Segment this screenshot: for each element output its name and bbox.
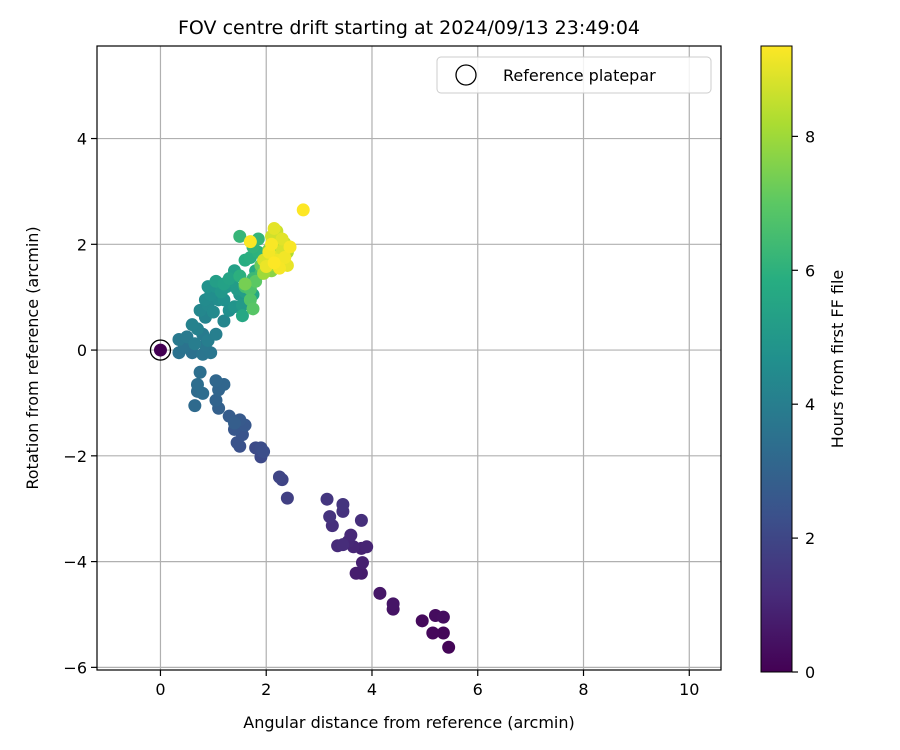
data-point: [206, 305, 220, 319]
data-point: [415, 614, 429, 628]
data-point: [360, 540, 374, 554]
data-point: [267, 256, 281, 270]
data-point: [426, 626, 440, 640]
data-point: [373, 586, 387, 600]
data-point: [349, 566, 363, 580]
colorbar-tick-label: 8: [805, 127, 815, 146]
data-point: [257, 445, 271, 459]
x-axis-ticks: 0 2 4 6 8 10: [155, 670, 699, 699]
x-tick-label: 8: [578, 680, 588, 699]
x-tick-label: 6: [473, 680, 483, 699]
data-point: [209, 393, 223, 407]
data-point: [188, 399, 202, 413]
y-axis-label: Rotation from reference (arcmin): [23, 226, 42, 489]
data-point: [436, 626, 450, 640]
data-point: [267, 221, 281, 235]
y-tick-label: −6: [63, 658, 87, 677]
colorbar-label: Hours from first FF file: [828, 270, 847, 449]
data-point: [336, 497, 350, 511]
data-point: [233, 229, 247, 243]
data-point: [280, 491, 294, 505]
chart-title: FOV centre drift starting at 2024/09/13 …: [178, 17, 640, 39]
data-point: [386, 597, 400, 611]
colorbar-tick-label: 6: [805, 261, 815, 280]
data-point: [344, 528, 358, 542]
colorbar-tick-label: 4: [805, 395, 815, 414]
x-tick-label: 4: [367, 680, 377, 699]
y-tick-label: 0: [77, 341, 87, 360]
x-tick-label: 10: [679, 680, 699, 699]
data-point: [249, 274, 263, 288]
data-point: [354, 513, 368, 527]
data-point: [209, 374, 223, 388]
colorbar-tick-label: 0: [805, 663, 815, 682]
data-point: [442, 640, 456, 654]
y-tick-label: 4: [77, 130, 87, 149]
data-point: [193, 365, 207, 379]
data-point: [243, 235, 257, 249]
legend-label-reference: Reference platepar: [503, 66, 656, 85]
y-axis-ticks: −6 −4 −2 0 2 4: [63, 130, 97, 677]
data-point: [209, 327, 223, 341]
data-point: [265, 237, 279, 251]
y-tick-label: −2: [63, 447, 87, 466]
data-point: [272, 470, 286, 484]
data-point: [185, 318, 199, 332]
colorbar-tick-label: 2: [805, 529, 815, 548]
x-tick-label: 2: [261, 680, 271, 699]
reference-point: [153, 343, 167, 357]
data-point: [217, 314, 231, 328]
data-point: [323, 510, 337, 524]
x-axis-label: Angular distance from reference (arcmin): [243, 713, 574, 732]
grid: [97, 46, 721, 670]
colorbar-ticks: 0 2 4 6 8: [792, 127, 815, 682]
data-point: [320, 492, 334, 506]
data-point: [336, 538, 350, 552]
data-point: [238, 277, 252, 291]
data-point: [296, 203, 310, 217]
data-points: [172, 203, 456, 654]
data-point: [246, 302, 260, 316]
y-tick-label: −4: [63, 553, 87, 572]
data-point: [227, 416, 241, 430]
data-point: [283, 240, 297, 254]
data-point: [222, 272, 236, 286]
data-point: [278, 251, 292, 265]
legend-marker-reference: [455, 64, 477, 86]
plot-frame: [96, 45, 722, 671]
data-point: [275, 232, 289, 246]
y-tick-label: 2: [77, 235, 87, 254]
data-point: [190, 377, 204, 391]
legend: Reference platepar: [436, 56, 712, 94]
data-point: [235, 309, 249, 323]
data-point: [436, 610, 450, 624]
data-point: [188, 337, 202, 351]
x-tick-label: 0: [155, 680, 165, 699]
colorbar: [760, 45, 793, 673]
reference-platepar-marker: [149, 339, 172, 361]
reference-marker-layer: [149, 339, 172, 361]
legend-box: [436, 56, 712, 94]
data-point: [355, 556, 369, 570]
